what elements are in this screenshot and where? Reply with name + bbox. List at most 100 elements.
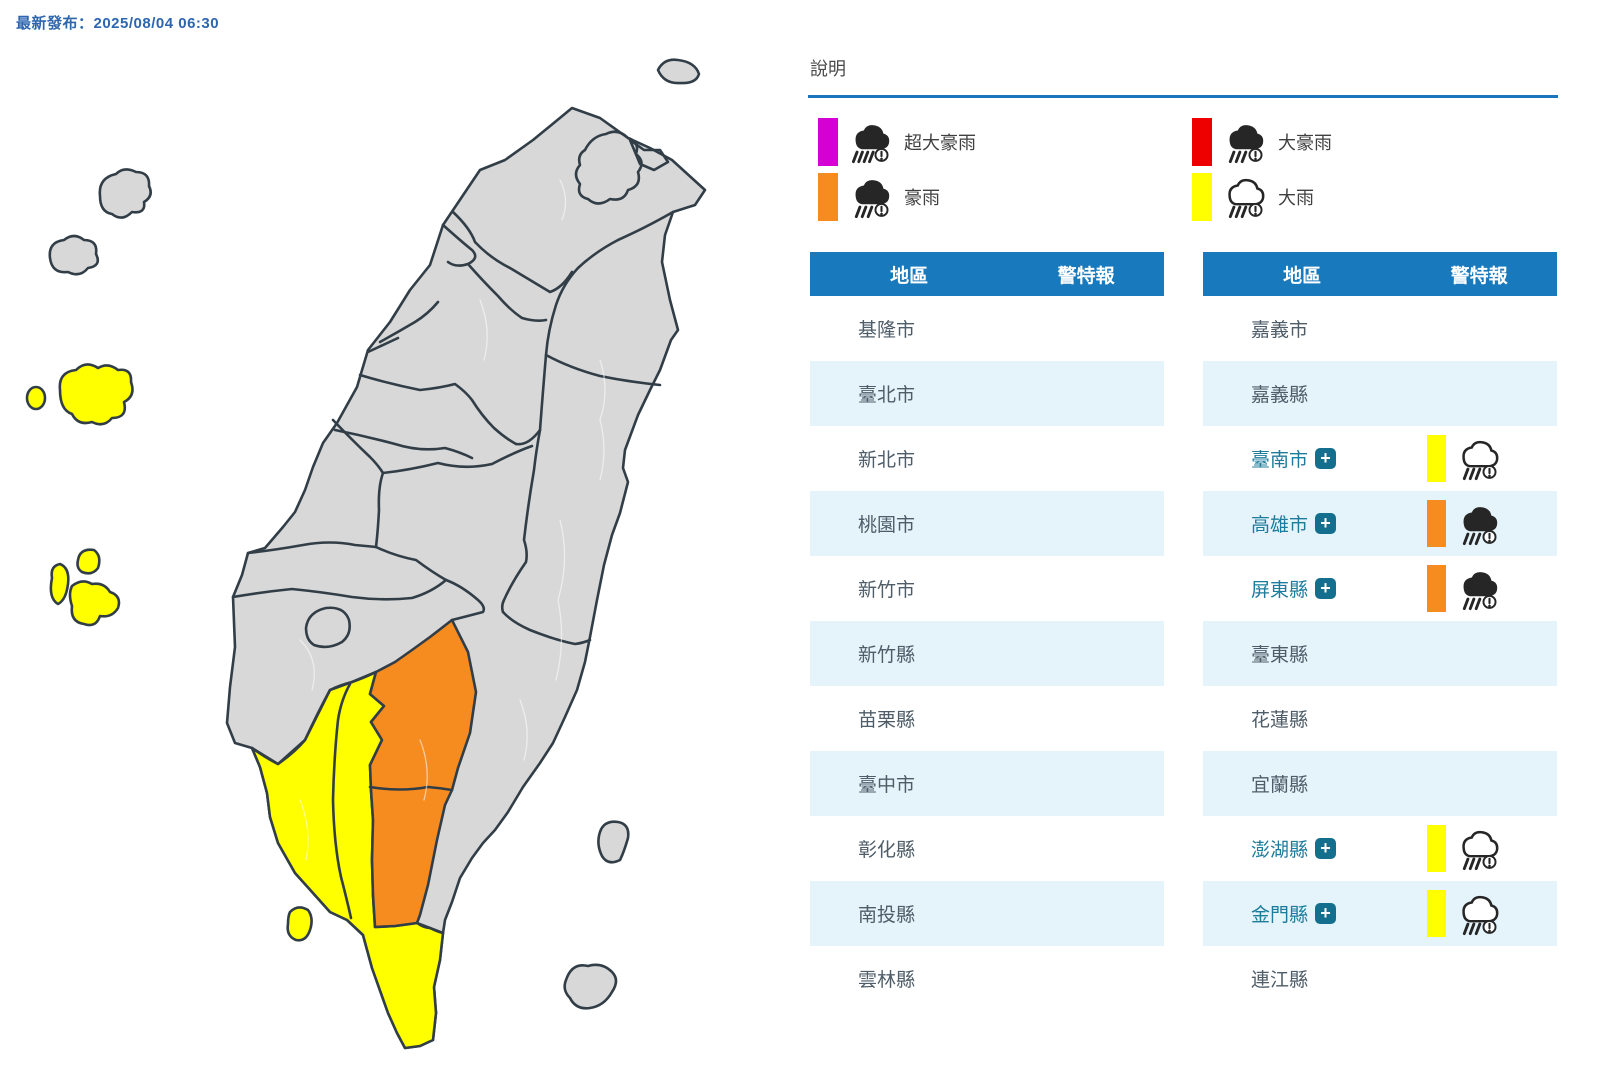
table-row: 嘉義縣 (1203, 361, 1557, 426)
table-row: 新竹市 (810, 556, 1164, 621)
column-header-region: 地區 (1283, 265, 1322, 287)
table-row: 臺中市 (810, 751, 1164, 816)
region-name: 嘉義市 (1251, 320, 1309, 341)
region-name: 高雄市 (1251, 515, 1309, 536)
expand-plus-icon[interactable]: + (1315, 578, 1337, 599)
region-name-cell: 屏東縣 + (1203, 575, 1401, 602)
warning-cell[interactable] (1401, 565, 1557, 612)
region-name: 臺東縣 (1251, 645, 1309, 666)
region-name-cell: 澎湖縣 + (1203, 835, 1401, 862)
legend-color-swatch (818, 118, 838, 166)
table-row: 屏東縣 + (1203, 556, 1557, 621)
warning-cell[interactable] (1401, 500, 1557, 547)
region-name-cell: 宜蘭縣 (1203, 770, 1401, 797)
region-name-cell: 嘉義市 (1203, 315, 1401, 342)
map-area-kaohsiung-pingtung-orange[interactable] (368, 618, 478, 929)
legend-color-swatch (818, 173, 838, 221)
region-name: 花蓮縣 (1251, 710, 1309, 731)
table-row: 南投縣 (810, 881, 1164, 946)
region-name: 嘉義縣 (1251, 385, 1309, 406)
table-header: 地區 警特報 (1203, 252, 1557, 296)
expand-plus-icon[interactable]: + (1315, 903, 1337, 924)
region-name: 彰化縣 (858, 840, 916, 861)
storm-cloud-filled-heavy-icon (847, 119, 893, 165)
region-name: 苗栗縣 (858, 710, 916, 731)
warning-color-bar (1427, 890, 1447, 937)
table-row: 宜蘭縣 (1203, 751, 1557, 816)
rain-cloud-outline-icon (1455, 891, 1501, 937)
map-island-penghu-north[interactable] (76, 548, 101, 575)
region-name-cell: 臺中市 (810, 770, 1008, 797)
region-name: 雲林縣 (858, 970, 916, 991)
region-name-cell: 南投縣 (810, 900, 1008, 927)
region-name: 新竹市 (858, 580, 916, 601)
table-row: 臺南市 + (1203, 426, 1557, 491)
table-row: 新竹縣 (810, 621, 1164, 686)
map-island-kinmen[interactable] (58, 363, 134, 426)
table-row: 金門縣 + (1203, 881, 1557, 946)
map-island-penghu-west[interactable] (49, 562, 70, 606)
warning-color-bar (1427, 500, 1447, 547)
warning-table-east: 地區 警特報 嘉義市 嘉義縣 臺南市 + 高雄市 + 屏東縣 + 臺東縣 花蓮縣 宜蘭縣 澎湖縣 + 金門… (1203, 252, 1557, 1011)
region-name: 桃園市 (858, 515, 916, 536)
expand-plus-icon[interactable]: + (1315, 448, 1337, 469)
region-name: 臺中市 (858, 775, 916, 796)
table-row: 花蓮縣 (1203, 686, 1557, 751)
legend-item-1: 超大豪雨 (818, 116, 976, 168)
storm-cloud-filled-icon (1221, 119, 1267, 165)
map-island-green-island (597, 820, 630, 864)
legend-item-3: 豪雨 (818, 171, 940, 223)
column-header-warning: 警特報 (1057, 265, 1115, 287)
legend-color-swatch (1192, 118, 1212, 166)
region-name: 臺南市 (1251, 450, 1309, 471)
legend-label: 大雨 (1278, 188, 1314, 208)
region-name-cell: 彰化縣 (810, 835, 1008, 862)
region-name: 新北市 (858, 450, 916, 471)
table-row: 臺東縣 (1203, 621, 1557, 686)
table-row: 連江縣 (1203, 946, 1557, 1011)
map-island-liuqiu[interactable] (286, 906, 313, 942)
latest-issued-timestamp: 最新發布：2025/08/04 06:30 (16, 15, 220, 32)
expand-plus-icon[interactable]: + (1315, 513, 1337, 534)
rain-cloud-outline-icon (1221, 174, 1267, 220)
region-name-cell: 臺南市 + (1203, 445, 1401, 472)
region-name: 金門縣 (1251, 905, 1309, 926)
warning-cell[interactable] (1401, 890, 1557, 937)
warning-table-west: 地區 警特報 基隆市臺北市新北市桃園市新竹市新竹縣苗栗縣臺中市彰化縣南投縣雲林縣 (810, 252, 1164, 1011)
region-name-cell: 臺東縣 (1203, 640, 1401, 667)
region-name: 臺北市 (858, 385, 916, 406)
region-name: 連江縣 (1251, 970, 1309, 991)
map-island-penghu-main[interactable] (68, 580, 121, 627)
region-name: 宜蘭縣 (1251, 775, 1309, 796)
map-island-keelung-islet (656, 58, 701, 85)
region-name-cell: 金門縣 + (1203, 900, 1401, 927)
table-row: 嘉義市 (1203, 296, 1557, 361)
table-header: 地區 警特報 (810, 252, 1164, 296)
region-name: 新竹縣 (858, 645, 916, 666)
region-name-cell: 新竹縣 (810, 640, 1008, 667)
warning-cell[interactable] (1401, 435, 1557, 482)
table-row: 新北市 (810, 426, 1164, 491)
legend-item-4: 大雨 (1192, 171, 1314, 223)
region-name: 屏東縣 (1251, 580, 1309, 601)
map-island-kinmen-islet[interactable] (25, 385, 47, 411)
region-name: 澎湖縣 (1251, 840, 1309, 861)
legend-color-swatch (1192, 173, 1212, 221)
region-name-cell: 花蓮縣 (1203, 705, 1401, 732)
legend-label: 豪雨 (904, 188, 940, 208)
table-row: 桃園市 (810, 491, 1164, 556)
region-name: 南投縣 (858, 905, 916, 926)
warning-cell[interactable] (1401, 825, 1557, 872)
table-row: 高雄市 + (1203, 491, 1557, 556)
map-island-orchid-island (563, 963, 618, 1010)
table-row: 澎湖縣 + (1203, 816, 1557, 881)
expand-plus-icon[interactable]: + (1315, 838, 1337, 859)
table-row: 彰化縣 (810, 816, 1164, 881)
legend-divider (808, 95, 1558, 98)
warning-color-bar (1427, 825, 1447, 872)
map-island-matsu-north (98, 168, 152, 219)
region-name-cell: 桃園市 (810, 510, 1008, 537)
storm-cloud-filled-icon (847, 174, 893, 220)
table-row: 基隆市 (810, 296, 1164, 361)
